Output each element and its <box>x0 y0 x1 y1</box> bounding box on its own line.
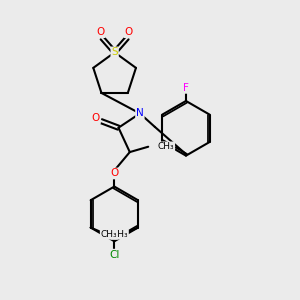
Text: Cl: Cl <box>109 250 119 260</box>
Text: F: F <box>183 83 189 93</box>
Text: CH₃: CH₃ <box>158 142 174 151</box>
Text: N: N <box>136 108 144 118</box>
Text: CH₃: CH₃ <box>100 230 117 239</box>
Text: O: O <box>124 27 133 37</box>
Text: CH₃: CH₃ <box>112 230 128 239</box>
Text: O: O <box>110 169 118 178</box>
Text: O: O <box>97 27 105 37</box>
Text: O: O <box>92 113 100 123</box>
Text: S: S <box>111 47 118 57</box>
